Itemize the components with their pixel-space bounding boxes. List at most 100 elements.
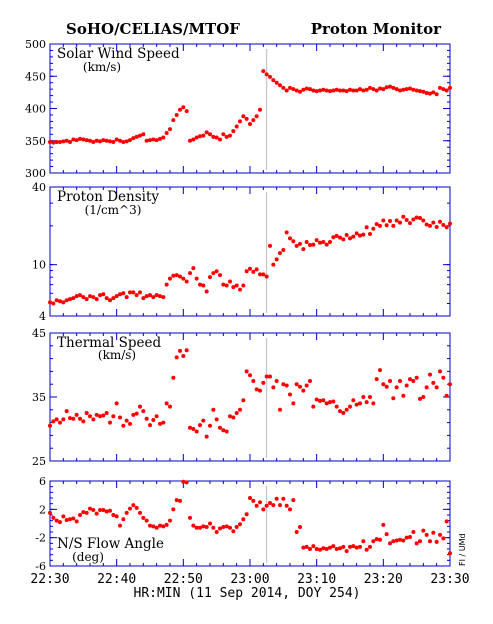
data-point	[328, 89, 332, 94]
data-point	[418, 216, 422, 221]
data-point	[54, 518, 59, 523]
data-point	[374, 377, 379, 382]
data-point	[411, 530, 416, 534]
data-point	[98, 293, 102, 298]
data-point	[264, 503, 269, 508]
data-point	[408, 534, 412, 539]
data-point	[304, 544, 309, 549]
data-point	[58, 299, 62, 304]
data-point	[144, 518, 149, 523]
data-point	[244, 269, 249, 274]
data-point	[171, 507, 176, 512]
data-point	[158, 523, 162, 528]
data-point	[298, 89, 302, 94]
y-tick-label: 4	[39, 310, 46, 323]
data-point	[328, 400, 332, 405]
data-point	[248, 373, 252, 378]
data-point	[424, 222, 429, 227]
data-point	[84, 138, 89, 143]
data-point	[241, 114, 246, 119]
data-point	[281, 496, 286, 501]
data-point	[208, 132, 212, 137]
data-point	[268, 500, 272, 505]
data-point	[411, 217, 416, 222]
data-point	[188, 271, 192, 276]
data-point	[48, 510, 52, 515]
data-point	[194, 276, 199, 281]
data-point	[201, 283, 206, 288]
data-point	[398, 220, 402, 225]
data-point	[228, 279, 232, 284]
data-point	[51, 301, 56, 306]
data-point	[374, 222, 379, 227]
data-point	[271, 78, 276, 83]
data-point	[138, 404, 142, 409]
data-point	[121, 140, 126, 145]
data-point	[348, 404, 352, 409]
data-point	[318, 398, 322, 403]
data-point	[304, 86, 309, 91]
data-point	[51, 515, 56, 520]
data-point	[94, 412, 99, 417]
data-point	[108, 420, 112, 425]
data-point	[274, 379, 279, 383]
data-point	[441, 222, 446, 227]
data-point	[174, 112, 179, 117]
data-point	[214, 530, 219, 534]
data-point	[171, 118, 176, 123]
data-point	[78, 416, 82, 421]
data-point	[234, 411, 239, 415]
data-point	[258, 388, 262, 393]
data-point	[208, 423, 212, 428]
data-point	[221, 132, 226, 137]
data-point	[84, 297, 89, 302]
x-tick-label: 22:30	[30, 572, 69, 587]
x-axis-label: HR:MIN (11 Sep 2014, DOY 254)	[134, 586, 361, 601]
data-point	[361, 232, 366, 237]
panel-units: (1/cm^3)	[85, 203, 142, 217]
data-point	[191, 523, 196, 528]
data-point	[104, 296, 109, 301]
data-point	[191, 137, 196, 142]
y-tick-label: 10	[32, 259, 46, 272]
data-point	[294, 530, 299, 534]
data-point	[68, 297, 72, 302]
data-point	[151, 524, 156, 529]
data-point	[438, 219, 442, 224]
data-point	[144, 294, 149, 299]
data-point	[128, 421, 132, 426]
y-tick-label: 25	[32, 455, 46, 468]
data-point	[91, 140, 96, 145]
data-point	[254, 114, 259, 119]
panel-units: (deg)	[72, 550, 104, 564]
x-tick-label: 23:30	[430, 572, 469, 587]
data-point	[284, 503, 289, 508]
y-tick-label: 40	[32, 181, 46, 194]
data-point	[54, 417, 59, 422]
data-point	[188, 138, 192, 143]
header-right: Proton Monitor	[311, 20, 442, 38]
data-point	[278, 251, 282, 256]
data-point	[91, 508, 96, 513]
data-point	[358, 544, 362, 549]
data-point	[101, 413, 106, 418]
x-tick-label: 23:20	[364, 572, 403, 587]
data-point	[174, 273, 179, 278]
data-point	[444, 519, 449, 524]
data-point	[438, 532, 442, 537]
data-point	[224, 524, 229, 529]
panel-4: -6 -2 2 6 N/S Flow Angle(deg)	[35, 475, 452, 573]
panel-title: N/S Flow Angle	[57, 536, 164, 552]
data-point	[154, 414, 159, 419]
data-point	[421, 395, 426, 399]
data-point	[178, 348, 182, 353]
data-point	[64, 409, 69, 414]
data-point	[321, 398, 326, 403]
data-point	[334, 233, 339, 238]
data-point	[358, 401, 362, 406]
data-point	[58, 420, 62, 425]
data-point	[158, 294, 162, 299]
data-point	[268, 374, 272, 379]
data-point	[428, 91, 432, 96]
data-point	[338, 409, 342, 414]
